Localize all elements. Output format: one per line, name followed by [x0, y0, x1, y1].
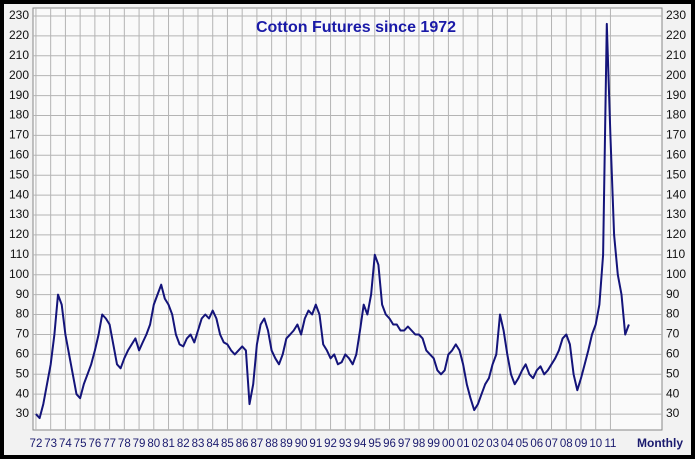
x-tick-label: 02 — [471, 438, 484, 450]
x-tick-label: 83 — [192, 438, 205, 450]
x-tick-label: 07 — [545, 438, 558, 450]
y-tick-label: 160 — [9, 147, 29, 161]
x-tick-label: 99 — [427, 438, 440, 450]
x-tick-label: 01 — [457, 438, 470, 450]
x-tick-label: 05 — [516, 438, 529, 450]
y-tick-label: 180 — [9, 108, 29, 122]
y-tick-label: 140 — [9, 187, 29, 201]
y-tick-label-right: 180 — [666, 108, 686, 122]
y-tick-label-right: 150 — [666, 167, 686, 181]
x-tick-label: 93 — [339, 438, 352, 450]
y-tick-label: 70 — [16, 327, 30, 341]
chart-title: Cotton Futures since 1972 — [256, 19, 456, 36]
x-tick-label: 06 — [530, 438, 543, 450]
y-tick-label-right: 190 — [666, 88, 686, 102]
x-tick-label: 91 — [309, 438, 322, 450]
y-tick-label: 230 — [9, 8, 29, 22]
x-tick-label: 79 — [133, 438, 146, 450]
x-tick-label: 95 — [368, 438, 381, 450]
y-tick-label-right: 220 — [666, 28, 686, 42]
y-tick-label-right: 50 — [666, 366, 680, 380]
y-tick-label: 80 — [16, 307, 30, 321]
y-tick-label: 200 — [9, 68, 29, 82]
y-tick-label-right: 70 — [666, 327, 680, 341]
x-tick-label: 90 — [295, 438, 308, 450]
x-axis-label: Monthly — [637, 436, 683, 450]
x-tick-label: 82 — [177, 438, 190, 450]
y-tick-label-right: 130 — [666, 207, 686, 221]
x-tick-label: 86 — [236, 438, 249, 450]
x-tick-label: 08 — [560, 438, 573, 450]
y-tick-label-right: 90 — [666, 287, 680, 301]
x-tick-label: 98 — [413, 438, 426, 450]
x-tick-label: 85 — [221, 438, 234, 450]
y-tick-label-right: 140 — [666, 187, 686, 201]
y-tick-label: 60 — [16, 347, 30, 361]
x-tick-label: 77 — [103, 438, 116, 450]
y-tick-label-right: 160 — [666, 147, 686, 161]
y-tick-label: 150 — [9, 167, 29, 181]
x-tick-label: 96 — [383, 438, 396, 450]
y-tick-label: 100 — [9, 267, 29, 281]
x-tick-label: 97 — [398, 438, 411, 450]
y-tick-label: 210 — [9, 48, 29, 62]
plot-area — [32, 7, 663, 431]
x-tick-label: 11 — [604, 438, 616, 450]
x-tick-label: 88 — [265, 438, 278, 450]
x-tick-label: 87 — [251, 438, 264, 450]
y-tick-label: 50 — [16, 366, 30, 380]
x-tick-label: 84 — [206, 438, 219, 450]
x-tick-label: 09 — [575, 438, 588, 450]
y-tick-label: 30 — [16, 406, 30, 420]
x-tick-label: 03 — [486, 438, 499, 450]
y-tick-label: 170 — [9, 128, 29, 142]
y-tick-label-right: 80 — [666, 307, 680, 321]
y-tick-label-right: 100 — [666, 267, 686, 281]
y-tick-label: 40 — [16, 386, 30, 400]
x-tick-label: 76 — [88, 438, 101, 450]
x-tick-label: 74 — [59, 438, 72, 450]
x-tick-label: 80 — [147, 438, 160, 450]
x-tick-label: 00 — [442, 438, 455, 450]
y-tick-label-right: 170 — [666, 128, 686, 142]
y-tick-label-right: 230 — [666, 8, 686, 22]
y-tick-label-right: 30 — [666, 406, 680, 420]
x-tick-label: 73 — [44, 438, 57, 450]
x-tick-label: 04 — [501, 438, 514, 450]
y-tick-label: 130 — [9, 207, 29, 221]
y-tick-label-right: 40 — [666, 386, 680, 400]
x-tick-label: 72 — [30, 438, 43, 450]
x-tick-label: 89 — [280, 438, 293, 450]
y-tick-label-right: 200 — [666, 68, 686, 82]
y-tick-label: 90 — [16, 287, 30, 301]
y-tick-label-right: 120 — [666, 227, 686, 241]
x-tick-label: 81 — [162, 438, 175, 450]
y-tick-label-right: 110 — [666, 247, 685, 261]
x-tick-label: 10 — [589, 438, 602, 450]
y-tick-label-right: 210 — [666, 48, 686, 62]
x-tick-label: 75 — [74, 438, 87, 450]
price-line — [35, 22, 630, 420]
y-tick-label: 110 — [10, 247, 29, 261]
x-tick-label: 92 — [324, 438, 337, 450]
x-tick-label: 78 — [118, 438, 131, 450]
y-tick-label-right: 60 — [666, 347, 680, 361]
y-tick-label: 220 — [9, 28, 29, 42]
x-tick-label: 94 — [354, 438, 367, 450]
y-tick-label: 120 — [9, 227, 29, 241]
y-tick-label: 190 — [9, 88, 29, 102]
